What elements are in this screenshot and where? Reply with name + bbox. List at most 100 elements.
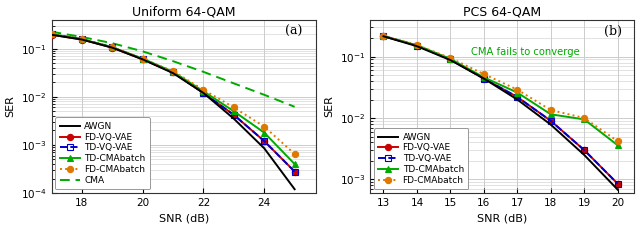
AWGN <box>139 58 147 61</box>
Text: CMA fails to converge: CMA fails to converge <box>470 47 579 57</box>
FD-VQ-VAE <box>139 58 147 61</box>
FD-CMAbatch <box>169 70 177 73</box>
TD-VQ-VAE <box>413 44 420 47</box>
FD-VQ-VAE <box>614 182 621 185</box>
Line: FD-CMAbatch: FD-CMAbatch <box>380 33 621 144</box>
CMA <box>139 50 147 53</box>
TD-CMAbatch <box>447 57 454 60</box>
TD-CMAbatch <box>291 163 298 165</box>
AWGN <box>580 154 588 156</box>
AWGN <box>291 188 298 191</box>
FD-CMAbatch <box>547 109 555 112</box>
FD-CMAbatch <box>200 88 207 91</box>
FD-CMAbatch <box>230 106 237 109</box>
Line: FD-VQ-VAE: FD-VQ-VAE <box>380 33 621 187</box>
FD-VQ-VAE <box>413 44 420 47</box>
AWGN <box>447 59 454 61</box>
CMA <box>200 71 207 73</box>
CMA <box>48 30 56 33</box>
Title: Uniform 64-QAM: Uniform 64-QAM <box>132 5 236 19</box>
TD-CMAbatch <box>169 71 177 73</box>
FD-VQ-VAE <box>230 114 237 116</box>
TD-CMAbatch <box>413 44 420 47</box>
FD-VQ-VAE <box>447 58 454 61</box>
Legend: AWGN, FD-VQ-VAE, TD-VQ-VAE, TD-CMAbatch, FD-CMAbatch, CMA: AWGN, FD-VQ-VAE, TD-VQ-VAE, TD-CMAbatch,… <box>55 117 150 189</box>
TD-CMAbatch <box>109 46 116 49</box>
Line: TD-CMAbatch: TD-CMAbatch <box>380 33 621 148</box>
AWGN <box>513 98 521 101</box>
Line: FD-VQ-VAE: FD-VQ-VAE <box>49 32 298 175</box>
TD-VQ-VAE <box>291 170 298 173</box>
FD-VQ-VAE <box>480 77 488 80</box>
Line: TD-VQ-VAE: TD-VQ-VAE <box>49 31 298 175</box>
FD-CMAbatch <box>291 153 298 155</box>
Legend: AWGN, FD-VQ-VAE, TD-VQ-VAE, TD-CMAbatch, FD-CMAbatch: AWGN, FD-VQ-VAE, TD-VQ-VAE, TD-CMAbatch,… <box>374 128 468 189</box>
TD-VQ-VAE <box>109 46 116 49</box>
TD-VQ-VAE <box>447 58 454 61</box>
FD-CMAbatch <box>109 46 116 49</box>
Y-axis label: SER: SER <box>6 95 15 117</box>
TD-VQ-VAE <box>48 33 56 35</box>
TD-VQ-VAE <box>78 38 86 41</box>
AWGN <box>614 188 621 191</box>
AWGN <box>109 46 116 49</box>
AWGN <box>200 92 207 94</box>
Line: TD-VQ-VAE: TD-VQ-VAE <box>380 33 621 187</box>
CMA <box>78 36 86 38</box>
FD-CMAbatch <box>580 117 588 119</box>
TD-VQ-VAE <box>169 71 177 74</box>
TD-VQ-VAE <box>380 35 387 37</box>
TD-VQ-VAE <box>200 92 207 94</box>
TD-VQ-VAE <box>547 120 555 122</box>
FD-CMAbatch <box>139 57 147 60</box>
FD-VQ-VAE <box>200 92 207 94</box>
TD-VQ-VAE <box>614 182 621 185</box>
TD-CMAbatch <box>513 91 521 94</box>
CMA <box>260 93 268 96</box>
TD-CMAbatch <box>547 113 555 116</box>
AWGN <box>230 117 237 120</box>
TD-CMAbatch <box>78 38 86 41</box>
FD-CMAbatch <box>513 88 521 91</box>
FD-VQ-VAE <box>109 46 116 49</box>
X-axis label: SNR (dB): SNR (dB) <box>159 213 209 224</box>
FD-CMAbatch <box>413 44 420 46</box>
FD-VQ-VAE <box>513 96 521 98</box>
TD-VQ-VAE <box>139 58 147 60</box>
AWGN <box>380 35 387 38</box>
AWGN <box>78 38 86 41</box>
Line: CMA: CMA <box>52 32 294 107</box>
FD-CMAbatch <box>260 125 268 128</box>
FD-CMAbatch <box>614 140 621 142</box>
FD-VQ-VAE <box>48 33 56 36</box>
Line: TD-CMAbatch: TD-CMAbatch <box>49 31 298 167</box>
TD-VQ-VAE <box>260 140 268 142</box>
AWGN <box>547 123 555 126</box>
TD-CMAbatch <box>480 76 488 79</box>
TD-CMAbatch <box>139 57 147 60</box>
FD-CMAbatch <box>447 57 454 59</box>
TD-CMAbatch <box>48 33 56 35</box>
Y-axis label: SER: SER <box>324 95 334 117</box>
TD-VQ-VAE <box>230 114 237 116</box>
CMA <box>109 42 116 45</box>
FD-CMAbatch <box>48 33 56 35</box>
FD-VQ-VAE <box>291 170 298 173</box>
X-axis label: SNR (dB): SNR (dB) <box>477 213 527 224</box>
TD-VQ-VAE <box>580 149 588 152</box>
TD-CMAbatch <box>260 131 268 134</box>
CMA <box>169 60 177 63</box>
AWGN <box>260 147 268 150</box>
Line: AWGN: AWGN <box>52 35 294 189</box>
AWGN <box>169 72 177 74</box>
Title: PCS 64-QAM: PCS 64-QAM <box>463 5 541 19</box>
FD-VQ-VAE <box>169 71 177 74</box>
AWGN <box>48 33 56 36</box>
FD-CMAbatch <box>480 73 488 76</box>
FD-CMAbatch <box>78 38 86 41</box>
CMA <box>291 105 298 108</box>
FD-VQ-VAE <box>547 120 555 122</box>
Text: (a): (a) <box>285 25 303 38</box>
TD-CMAbatch <box>200 90 207 93</box>
CMA <box>230 82 237 85</box>
